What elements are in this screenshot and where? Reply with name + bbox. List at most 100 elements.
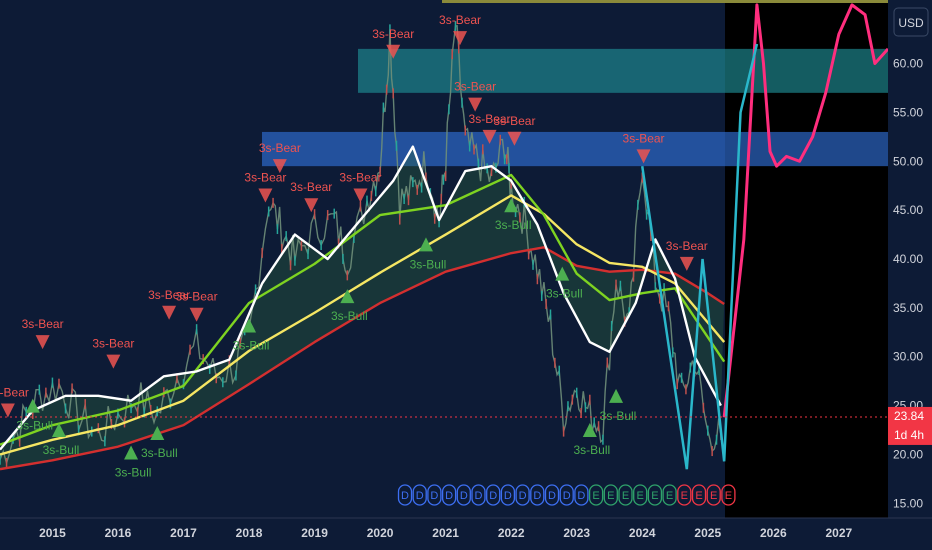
bear-signal-label: 3s-Bear: [439, 13, 481, 27]
bar-label-badge: [574, 484, 589, 506]
y-tick-label: 15.00: [893, 496, 923, 510]
bar-label-badge: [647, 484, 663, 506]
bar-label-badge: [559, 484, 574, 506]
bar-label-badge: [471, 484, 486, 506]
x-tick-label: 2025: [694, 526, 721, 540]
bear-signal-marker: [189, 307, 204, 322]
y-tick-label: 60.00: [893, 57, 923, 71]
bull-signal-marker: [582, 423, 597, 438]
bar-label-text: E: [622, 490, 629, 502]
bull-signal-marker: [242, 318, 257, 333]
bear-signal-marker: [162, 305, 177, 320]
bar-label-text: D: [504, 490, 512, 502]
bar-label-badge: [662, 484, 677, 506]
bear-signal-label: 3s-Bear: [259, 141, 301, 155]
bear-signal-marker: [272, 159, 287, 174]
bear-signal-marker: [636, 149, 651, 164]
series-line: [0, 173, 726, 446]
bar-label-text: D: [475, 490, 483, 502]
bar-label-text: E: [666, 490, 673, 502]
bear-signal-label: 3s-Bear: [339, 170, 381, 184]
bear-signal-label: 3s-Bear: [493, 114, 535, 128]
bar-label-badge: [427, 484, 442, 506]
bear-signal-marker: [679, 256, 694, 271]
bear-signal-label: 3s-Bear: [469, 112, 511, 126]
trend-cloud: [0, 146, 725, 470]
bear-signal-marker: [258, 188, 273, 203]
price-layer: [0, 21, 722, 468]
bear-signal-label: 3s-Bear: [454, 80, 496, 94]
bar-label-text: D: [489, 490, 497, 502]
bar-label-text: D: [416, 490, 424, 502]
x-tick-label: 2023: [563, 526, 590, 540]
bear-signal-marker: [453, 31, 468, 46]
bull-signal-marker: [150, 425, 165, 440]
time-axis[interactable]: 2015 2016 2017 2018 2019 2020 2021 2022 2023 2024…: [39, 526, 852, 540]
bar-label-badge: [456, 484, 471, 506]
bar-label-badge: [603, 484, 618, 506]
bar-label-badge: [677, 484, 692, 506]
last-price-value: 23.84: [894, 409, 924, 423]
bear-signal-label: 3s-Bear: [372, 27, 414, 41]
last-price-box: [888, 406, 932, 445]
bull-signal-label: 3s-Bull: [495, 218, 532, 232]
bar-label-badge: [441, 484, 457, 506]
bear-signal-marker: [304, 198, 319, 213]
x-tick-label: 2021: [432, 526, 459, 540]
bar-label-badge: [486, 484, 501, 506]
bar-label-text: E: [637, 490, 644, 502]
bar-label-badge: [500, 484, 516, 506]
price-axis[interactable]: 15.0020.0025.0030.0035.0040.0045.0050.00…: [893, 57, 923, 511]
signals-layer: 3s-Bear3s-Bear3s-Bear3s-Bear3s-Bear3s-Be…: [0, 13, 708, 479]
bear-signal-label: 3s-Bear: [92, 337, 134, 351]
y-tick-label: 20.00: [893, 447, 923, 461]
y-tick-label: 55.00: [893, 105, 923, 119]
bar-label-badge: [515, 484, 530, 506]
currency-label: USD: [898, 16, 924, 30]
bear-signal-label: 3s-Bear: [244, 170, 286, 184]
y-tick-label: 40.00: [893, 252, 923, 266]
zigzag-layer: [641, 43, 759, 470]
bar-label-badge: [544, 484, 560, 506]
bull-signal-label: 3s-Bull: [16, 419, 53, 433]
x-tick-label: 2022: [498, 526, 525, 540]
bar-label-text: E: [607, 490, 614, 502]
bar-label-text: D: [430, 490, 438, 502]
bar-label-text: E: [592, 490, 599, 502]
bar-label-badge: [633, 484, 648, 506]
x-tick-label: 2019: [301, 526, 328, 540]
bar-label-text: E: [710, 490, 717, 502]
x-tick-label: 2020: [367, 526, 394, 540]
bar-label-text: D: [460, 490, 468, 502]
bar-label-text: E: [695, 490, 702, 502]
bear-signal-label: 3s-Bear: [176, 290, 218, 304]
bar-label-badge: [618, 484, 633, 506]
bull-signal-marker: [51, 423, 66, 438]
last-price-countdown: 1d 4h: [894, 428, 924, 442]
bar-label-text: D: [519, 490, 527, 502]
bull-signal-label: 3s-Bull: [141, 446, 178, 460]
x-tick-label: 2024: [629, 526, 656, 540]
bar-label-text: E: [681, 490, 688, 502]
y-tick-label: 45.00: [893, 203, 923, 217]
bar-label-badge: [397, 484, 413, 506]
bear-signal-marker: [468, 97, 483, 112]
bull-signal-label: 3s-Bull: [573, 443, 610, 457]
zigzag-line: [641, 43, 759, 470]
bull-signal-marker: [555, 266, 570, 281]
currency-box[interactable]: [893, 7, 929, 37]
bull-signal-marker: [418, 237, 433, 252]
y-tick-label: 35.00: [893, 301, 923, 315]
x-tick-label: 2018: [236, 526, 263, 540]
bar-label-text: D: [401, 490, 409, 502]
bear-signal-label: 3s-Bear: [290, 180, 332, 194]
bar-label-text: D: [563, 490, 571, 502]
top-border-line: [442, 0, 888, 3]
bull-signal-label: 3s-Bull: [600, 409, 637, 423]
resistance-zone: [358, 48, 888, 93]
bar-label-text: D: [577, 490, 585, 502]
bar-label-badge: [412, 484, 427, 506]
bear-signal-marker: [106, 354, 121, 369]
